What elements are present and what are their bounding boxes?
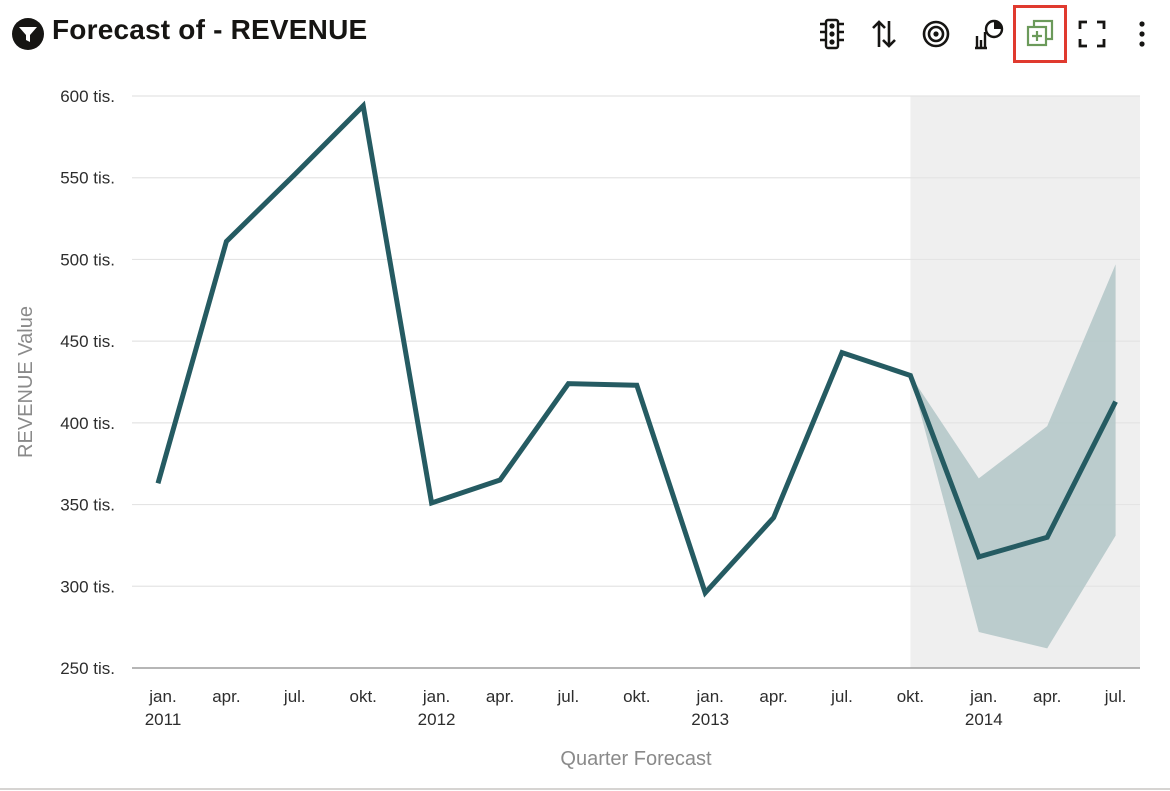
target-icon[interactable] xyxy=(914,12,958,56)
forecast-line-chart: 600 tis. 550 tis. 500 tis. 450 tis. 400 tis.… xyxy=(0,70,1170,788)
x-tick-label: jan. xyxy=(695,687,723,706)
x-tick-label: okt. xyxy=(349,687,376,706)
y-tick-label: 400 tis. xyxy=(60,414,115,433)
chart-pie-icon[interactable] xyxy=(966,12,1010,56)
y-tick-label: 600 tis. xyxy=(60,87,115,106)
filter-icon[interactable] xyxy=(12,18,44,50)
chart-header: Forecast of - REVENUE xyxy=(0,0,1170,70)
add-copy-icon[interactable] xyxy=(1013,5,1067,63)
x-tick-label: okt. xyxy=(623,687,650,706)
y-tick-label: 300 tis. xyxy=(60,577,115,596)
x-tick-label: apr. xyxy=(212,687,240,706)
forecast-confidence-band xyxy=(910,264,1116,649)
x-tick-label: jul. xyxy=(1104,687,1127,706)
x-tick-label: apr. xyxy=(759,687,787,706)
chart-canvas: 600 tis. 550 tis. 500 tis. 450 tis. 400 tis.… xyxy=(15,87,1140,770)
y-tick-label: 450 tis. xyxy=(60,332,115,351)
x-tick-year-label: 2013 xyxy=(691,710,729,729)
x-tick-year-label: 2014 xyxy=(965,710,1003,729)
chart-title: Forecast of - REVENUE xyxy=(52,14,368,45)
x-tick-label: okt. xyxy=(897,687,924,706)
x-tick-label: jan. xyxy=(422,687,450,706)
y-axis-title: REVENUE Value xyxy=(15,306,37,458)
x-tick-label: jul. xyxy=(830,687,853,706)
x-tick-label: jul. xyxy=(557,687,580,706)
more-vertical-icon[interactable] xyxy=(1120,12,1164,56)
x-tick-label: jul. xyxy=(283,687,306,706)
x-axis-title: Quarter Forecast xyxy=(560,748,712,770)
fullscreen-icon[interactable] xyxy=(1070,12,1114,56)
x-tick-label: apr. xyxy=(486,687,514,706)
y-tick-label: 550 tis. xyxy=(60,169,115,188)
x-tick-year-label: 2011 xyxy=(145,710,182,729)
x-tick-year-label: 2012 xyxy=(418,710,456,729)
y-tick-label: 350 tis. xyxy=(60,496,115,515)
sort-icon[interactable] xyxy=(862,12,906,56)
bottom-divider xyxy=(0,788,1170,790)
x-tick-label: apr. xyxy=(1033,687,1061,706)
revenue-series-line xyxy=(155,100,1118,598)
y-tick-label: 250 tis. xyxy=(60,659,115,678)
traffic-light-icon[interactable] xyxy=(810,12,854,56)
y-tick-label: 500 tis. xyxy=(60,250,115,269)
x-tick-label: jan. xyxy=(148,687,176,706)
x-tick-label: jan. xyxy=(969,687,997,706)
